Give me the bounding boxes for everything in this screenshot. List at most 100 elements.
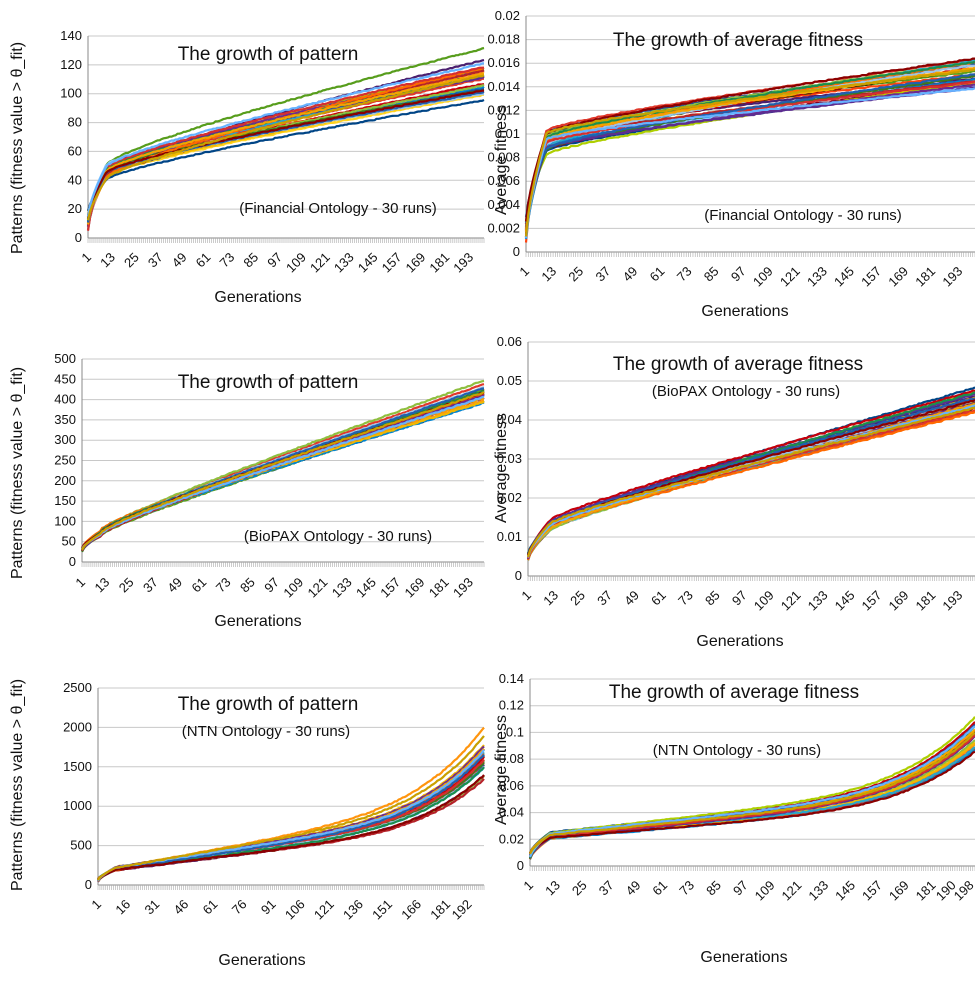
series-line-run-11 bbox=[526, 389, 975, 558]
x-tick-label: 73 bbox=[675, 588, 696, 609]
chart-title: The growth of average fitness bbox=[609, 682, 859, 703]
y-tick-label: 0.014 bbox=[488, 79, 520, 94]
x-tick-label: 49 bbox=[623, 878, 644, 899]
chart-ntn-fitness: 0 0.02 0.04 0.06 0.08 0.1 0.12 0.14 1 13 25 37 49 61 7… bbox=[488, 660, 975, 978]
x-tick-label: 121 bbox=[778, 588, 804, 614]
y-tick-label: 150 bbox=[54, 493, 76, 508]
y-tick-label: 0 bbox=[69, 554, 76, 569]
x-tick-label: 133 bbox=[805, 878, 831, 904]
series-line-run-30 bbox=[529, 732, 975, 855]
x-tick-label: 37 bbox=[594, 588, 615, 609]
x-tick-label: 97 bbox=[261, 575, 282, 596]
x-tick-label: 106 bbox=[282, 897, 308, 923]
chart-biopax-fitness: 0 0.01 0.02 0.03 0.04 0.05 0.06 1 13 25 37 49 61 73 85… bbox=[488, 330, 975, 660]
chart-subtitle: (NTN Ontology - 30 runs) bbox=[653, 742, 821, 759]
x-tick-label: 73 bbox=[213, 575, 234, 596]
chart-title: The growth of average fitness bbox=[613, 30, 863, 51]
x-tick-label: 181 bbox=[427, 897, 453, 923]
x-tick-label: 181 bbox=[426, 250, 452, 276]
x-tick-label: 109 bbox=[751, 588, 777, 614]
y-tick-label: 500 bbox=[54, 351, 76, 366]
y-tick-label: 0.02 bbox=[497, 490, 522, 505]
x-tick-label: 49 bbox=[621, 588, 642, 609]
x-tick-label: 1 bbox=[88, 897, 104, 913]
x-tick-label: 133 bbox=[331, 250, 357, 276]
y-tick-label: 2000 bbox=[63, 719, 92, 734]
series-line-run-24 bbox=[529, 734, 975, 857]
x-tick-label: 61 bbox=[200, 897, 221, 918]
chart-svg: 0 0.02 0.04 0.06 0.08 0.1 0.12 0.14 1 13 25 37 49 61 7… bbox=[493, 671, 975, 966]
x-tick-label: 85 bbox=[240, 250, 261, 271]
x-tick-label: 91 bbox=[258, 897, 279, 918]
x-tick-label: 61 bbox=[193, 250, 214, 271]
y-tick-label: 350 bbox=[54, 412, 76, 427]
x-tick-label: 85 bbox=[701, 264, 722, 285]
x-tick-label: 109 bbox=[752, 878, 778, 904]
x-axis-label: Generations bbox=[218, 952, 305, 969]
chart-subtitle: (NTN Ontology - 30 runs) bbox=[182, 723, 350, 740]
x-tick-label: 25 bbox=[565, 264, 586, 285]
y-tick-label: 0.012 bbox=[488, 102, 520, 117]
x-tick-label: 97 bbox=[728, 264, 749, 285]
y-tick-label: 0.01 bbox=[497, 529, 522, 544]
y-tick-label: 0.02 bbox=[499, 831, 524, 846]
series-line-run-24 bbox=[526, 407, 975, 559]
y-tick-label: 0 bbox=[85, 877, 92, 892]
y-tick-label: 0.08 bbox=[499, 751, 524, 766]
x-tick-label: 13 bbox=[92, 575, 113, 596]
x-tick-label: 157 bbox=[379, 250, 405, 276]
y-tick-label: 0.016 bbox=[488, 55, 520, 70]
y-tick-label: 0.02 bbox=[495, 8, 520, 23]
y-tick-label: 0.06 bbox=[497, 334, 522, 349]
x-tick-label: 193 bbox=[939, 264, 965, 290]
y-tick-label: 0 bbox=[75, 230, 82, 245]
x-tick-label: 13 bbox=[97, 250, 118, 271]
x-tick-label: 157 bbox=[859, 878, 885, 904]
x-tick-label: 136 bbox=[340, 897, 366, 923]
series-line-run-28 bbox=[86, 89, 485, 217]
x-tick-label: 25 bbox=[121, 250, 142, 271]
series-line-run-10 bbox=[86, 70, 485, 215]
x-tick-label: 73 bbox=[676, 878, 697, 899]
y-tick-label: 500 bbox=[70, 838, 92, 853]
x-tick-label: 97 bbox=[729, 588, 750, 609]
series-line-run-14 bbox=[529, 746, 975, 855]
x-tick-label: 169 bbox=[886, 878, 912, 904]
x-tick-label: 46 bbox=[171, 897, 192, 918]
x-tick-label: 37 bbox=[593, 264, 614, 285]
series-line-run-30 bbox=[97, 735, 485, 881]
y-tick-label: 300 bbox=[54, 432, 76, 447]
x-tick-label: 109 bbox=[280, 575, 306, 601]
y-tick-label: 0.002 bbox=[488, 220, 520, 235]
x-tick-label: 145 bbox=[353, 575, 379, 601]
y-tick-label: 0.1 bbox=[506, 724, 524, 739]
series-line-run-30 bbox=[526, 406, 975, 558]
x-tick-label: 25 bbox=[116, 575, 137, 596]
x-tick-label: 49 bbox=[169, 250, 190, 271]
x-tick-label: 13 bbox=[540, 588, 561, 609]
series-line-run-28 bbox=[97, 774, 485, 882]
x-tick-label: 121 bbox=[777, 264, 803, 290]
y-tick-label: 60 bbox=[68, 143, 82, 158]
y-axis-label: Patterns (fitness value > θ_fit) bbox=[9, 367, 26, 579]
y-tick-label: 200 bbox=[54, 473, 76, 488]
x-tick-label: 61 bbox=[647, 264, 668, 285]
x-tick-label: 192 bbox=[449, 897, 475, 923]
x-tick-label: 37 bbox=[596, 878, 617, 899]
series-line-run-3 bbox=[86, 93, 485, 225]
y-tick-label: 140 bbox=[60, 28, 82, 43]
series-line-run-29 bbox=[86, 62, 484, 217]
x-tick-label: 85 bbox=[702, 588, 723, 609]
x-tick-label: 133 bbox=[804, 264, 830, 290]
series-line-run-30 bbox=[81, 391, 485, 551]
y-tick-label: 100 bbox=[54, 513, 76, 528]
x-tick-label: 121 bbox=[311, 897, 337, 923]
x-tick-label: 157 bbox=[377, 575, 403, 601]
y-axis-label: Average fitness bbox=[493, 105, 510, 215]
x-tick-label: 25 bbox=[567, 588, 588, 609]
y-tick-label: 0.04 bbox=[499, 805, 524, 820]
chart-subtitle: (BioPAX Ontology - 30 runs) bbox=[244, 528, 432, 545]
y-axis-label: Average fitness bbox=[493, 715, 510, 825]
x-axis-label: Generations bbox=[214, 613, 301, 630]
